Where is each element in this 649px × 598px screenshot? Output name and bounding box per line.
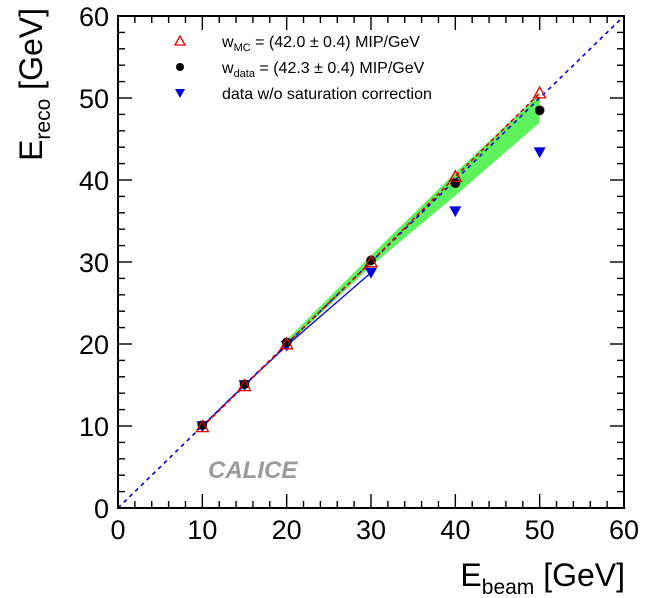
x-tick-label: 40: [440, 515, 470, 545]
data-point: [366, 255, 376, 266]
data-point: [281, 337, 292, 348]
y-tick-label: 30: [79, 248, 109, 278]
no-saturation-point: [449, 206, 462, 218]
no-saturation-point: [533, 147, 546, 159]
mc-point: [279, 336, 294, 350]
y-axis-label-unit: [GeV]: [13, 8, 49, 99]
x-tick-label: 60: [609, 515, 639, 545]
x-axis-label: Ebeam [GeV]: [460, 557, 625, 598]
axis-ticks-layer: [117, 15, 625, 509]
x-axis-label-main: E: [460, 557, 481, 593]
legend-text-subscript: MC: [234, 42, 251, 54]
no-saturation-point: [365, 267, 377, 279]
x-tick-label: 20: [272, 515, 302, 545]
legend-marker: [176, 63, 184, 71]
watermark-label: CALICE: [208, 457, 298, 484]
legend-text-main: w: [221, 60, 234, 77]
mc-point: [363, 254, 379, 268]
legend-entry-text: data w/o saturation correction: [222, 86, 432, 103]
x-tick-label: 10: [187, 515, 217, 545]
x-tick-label: 30: [356, 515, 386, 545]
mc-point: [448, 169, 463, 183]
legend-text-main: w: [221, 34, 234, 51]
data-points-layer: [195, 85, 547, 433]
mc-point: [195, 419, 210, 433]
y-axis-label: Ereco [GeV]: [13, 8, 55, 161]
legend-entry-text: wMC = (42.0 ± 0.4) MIP/GeV: [221, 34, 420, 54]
legend-marker: [173, 34, 187, 46]
x-tick-label: 0: [110, 515, 125, 545]
legend-marker: [175, 89, 185, 98]
data-point: [239, 379, 250, 389]
y-tick-label: 10: [79, 412, 109, 442]
mc-point: [532, 85, 547, 99]
y-tick-label: 50: [79, 84, 109, 114]
data-point: [197, 420, 208, 430]
mc-connecting-line: [201, 92, 541, 428]
data-point: [534, 105, 545, 116]
x-axis-label-unit: [GeV]: [534, 557, 625, 593]
mc-point: [237, 378, 252, 392]
y-axis-label-subscript: reco: [32, 99, 55, 140]
series-lines-layer: [201, 92, 541, 428]
legend-text-rest: = (42.0 ± 0.4) MIP/GeV: [251, 34, 421, 51]
legend-entry-text: wdata = (42.3 ± 0.4) MIP/GeV: [221, 60, 425, 80]
y-tick-label: 40: [79, 166, 109, 196]
y-tick-label: 0: [94, 494, 109, 524]
legend-text-subscript: data: [234, 68, 256, 80]
x-axis-label-subscript: beam: [482, 576, 535, 598]
y-tick-label: 60: [79, 2, 109, 32]
y-tick-label: 20: [79, 330, 109, 360]
y-axis-label-main: E: [13, 140, 49, 161]
x-tick-label: 50: [525, 515, 555, 545]
legend-text-rest: = (42.3 ± 0.4) MIP/GeV: [255, 60, 425, 77]
data-point: [450, 178, 461, 189]
tick-labels-layer: 0 10 20 30 40 50 60 0 10 20 30 40 50 60: [79, 2, 639, 545]
